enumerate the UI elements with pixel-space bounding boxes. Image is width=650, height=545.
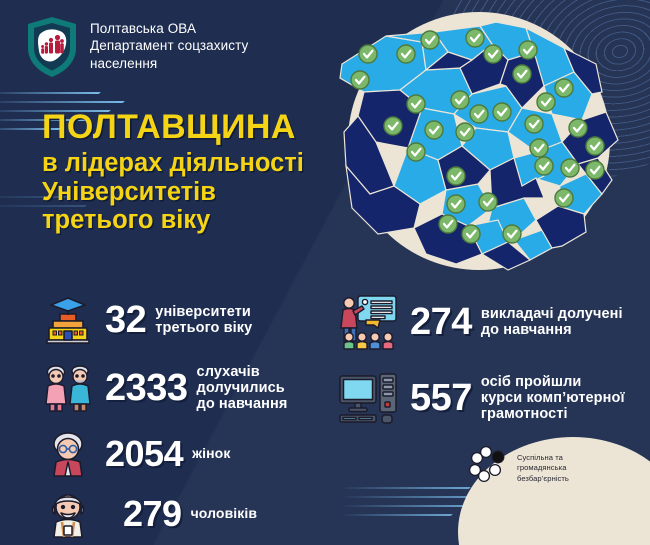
stat-number: 557 (409, 377, 472, 419)
stat-label: жінок (192, 445, 231, 462)
stat-computer-literacy: 557 осіб пройшли курси комп’ютерної грам… (337, 368, 650, 428)
barrier-free-dots-logo (468, 445, 510, 492)
elderly-woman-icon (40, 426, 96, 482)
poltava-region-map (339, 21, 619, 271)
stat-universities: 32 університети третього віку (40, 292, 329, 348)
stat-women: 2054 жінок (40, 426, 329, 482)
stat-number: 2333 (105, 367, 188, 409)
stat-label: слухачів долучились до навчання (196, 363, 288, 413)
map-region (330, 8, 630, 276)
stat-number: 279 (123, 493, 182, 534)
shield-family-map-icon (26, 16, 78, 83)
stat-label: викладачі долучені до навчання (480, 305, 623, 338)
desktop-computer-icon (337, 368, 401, 428)
stat-students: 2333 слухачів долучились до навчання (40, 360, 329, 416)
organization-name: Полтавська ОВА Департамент соцзахисту на… (90, 21, 249, 71)
stat-label: осіб пройшли курси комп’ютерної грамотно… (480, 373, 625, 423)
stat-label: чоловіків (190, 505, 258, 522)
elderly-man-icon (40, 486, 96, 542)
statistics-column-left: 32 університети третього віку (0, 292, 329, 542)
stat-men: 279 чоловіків (40, 486, 329, 542)
university-building-icon (40, 292, 96, 348)
check-badge-icon (350, 28, 605, 244)
stat-number: 2054 (105, 433, 184, 474)
statistics-section: 32 університети третього віку (0, 292, 650, 542)
stat-number: 32 (105, 299, 147, 341)
page-subtitle: в лідерах діяльності Університетів треть… (42, 149, 304, 235)
stat-label: університети третього віку (155, 303, 253, 336)
elderly-couple-icon (40, 360, 96, 416)
title-block: ПОЛТАВЩИНА в лідерах діяльності Універси… (42, 110, 372, 235)
page-title: ПОЛТАВЩИНА (42, 108, 296, 146)
header: Полтавська ОВА Департамент соцзахисту на… (26, 16, 248, 83)
brand-logo-area: Суспільна та громадянська безбар’єрність (450, 425, 650, 545)
teacher-classroom-icon (337, 292, 401, 352)
statistics-column-right: 274 викладачі долучені до навчання (329, 292, 650, 542)
stat-number: 274 (409, 301, 472, 343)
brand-slogan: Суспільна та громадянська безбар’єрність (517, 453, 569, 483)
stat-teachers: 274 викладачі долучені до навчання (337, 292, 650, 352)
